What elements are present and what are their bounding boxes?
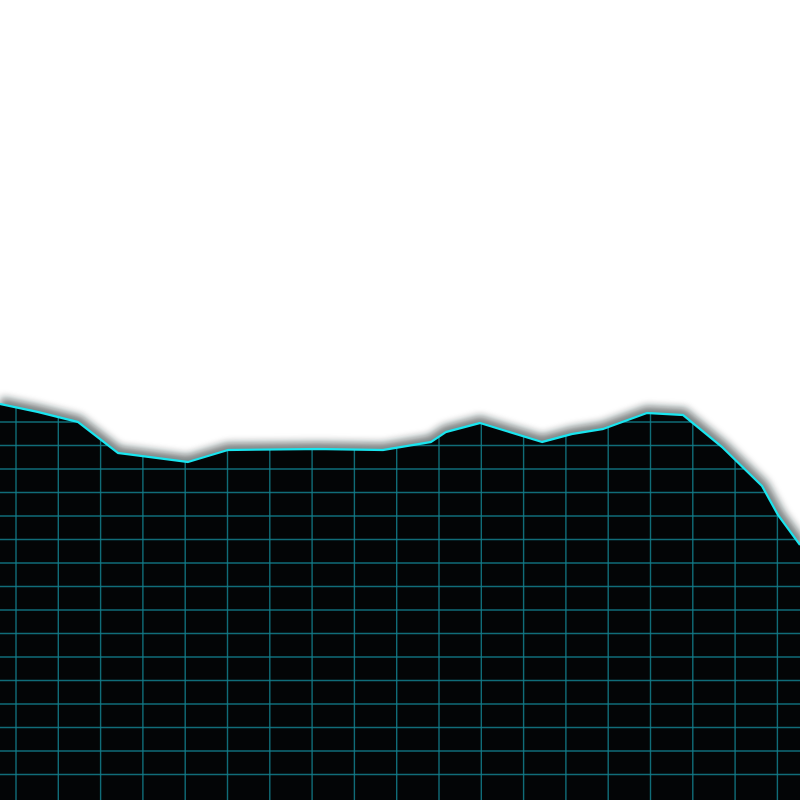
ridge-line [0,402,800,546]
terrain-mass [0,404,800,800]
